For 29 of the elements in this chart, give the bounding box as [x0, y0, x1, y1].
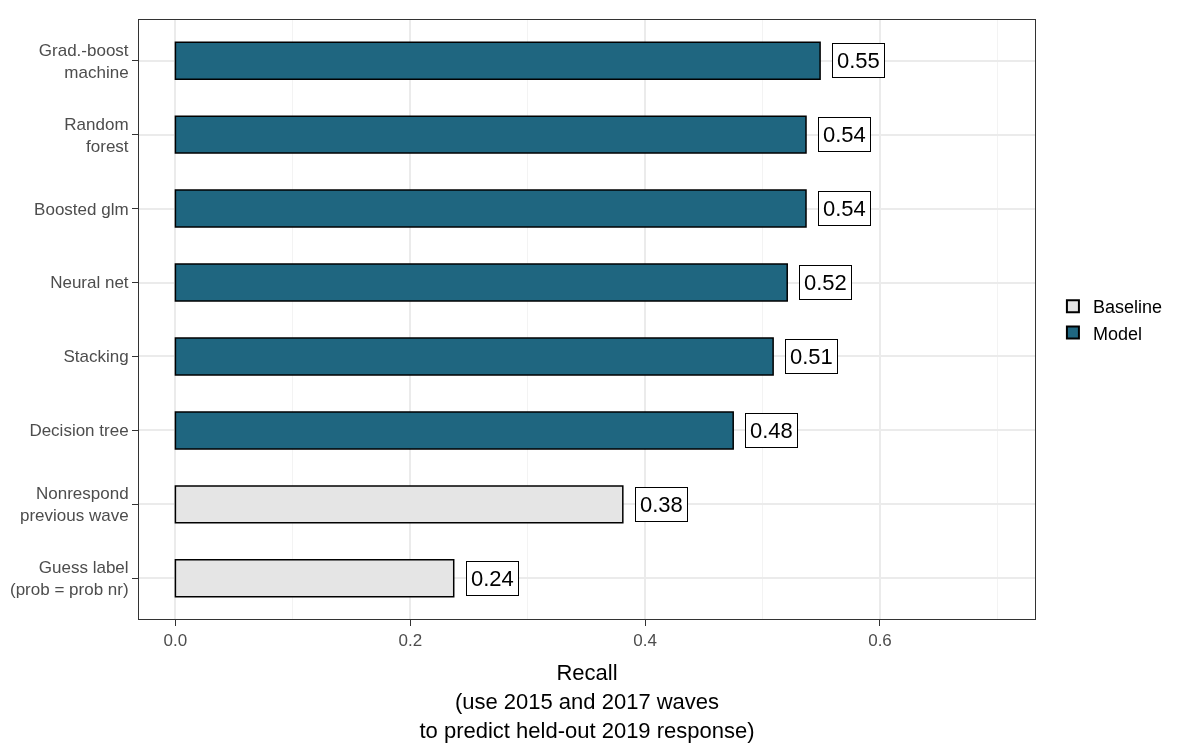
y-tick-label: Neural net: [50, 273, 129, 293]
data-label: 0.54: [823, 122, 866, 147]
data-label: 0.54: [823, 196, 866, 221]
bar: [174, 263, 788, 302]
x-tick-label: 0.6: [868, 631, 892, 651]
x-axis-title: Recall (use 2015 and 2017 waves to predict held-out 2019 response): [419, 660, 755, 743]
legend-label: Baseline: [1092, 297, 1162, 318]
data-label: 0.38: [640, 492, 683, 517]
x-tick-label: 0.4: [633, 631, 657, 651]
y-tick-label: Guess label (prob = prob nr): [10, 558, 129, 600]
data-label: 0.52: [804, 270, 847, 295]
y-tick-label: Grad.-boost machine: [38, 40, 129, 82]
y-tick-label: Random forest: [64, 114, 129, 156]
bar: [174, 115, 807, 154]
y-tick-label: Nonrespond previous wave: [19, 484, 129, 526]
data-label: 0.24: [471, 566, 514, 591]
bar: [174, 41, 821, 80]
bar: [174, 411, 734, 450]
data-label: 0.51: [790, 344, 833, 369]
data-label: 0.55: [837, 48, 880, 73]
legend-label: Model: [1092, 323, 1142, 344]
y-tick-label: Decision tree: [29, 421, 129, 441]
y-tick-label: Stacking: [63, 347, 129, 367]
bar: [174, 189, 807, 228]
x-tick-label: 0.0: [163, 631, 188, 651]
y-tick-label: Boosted glm: [34, 199, 129, 219]
x-tick-label: 0.2: [398, 631, 423, 651]
bar: [174, 337, 774, 376]
data-label: 0.48: [750, 418, 793, 443]
